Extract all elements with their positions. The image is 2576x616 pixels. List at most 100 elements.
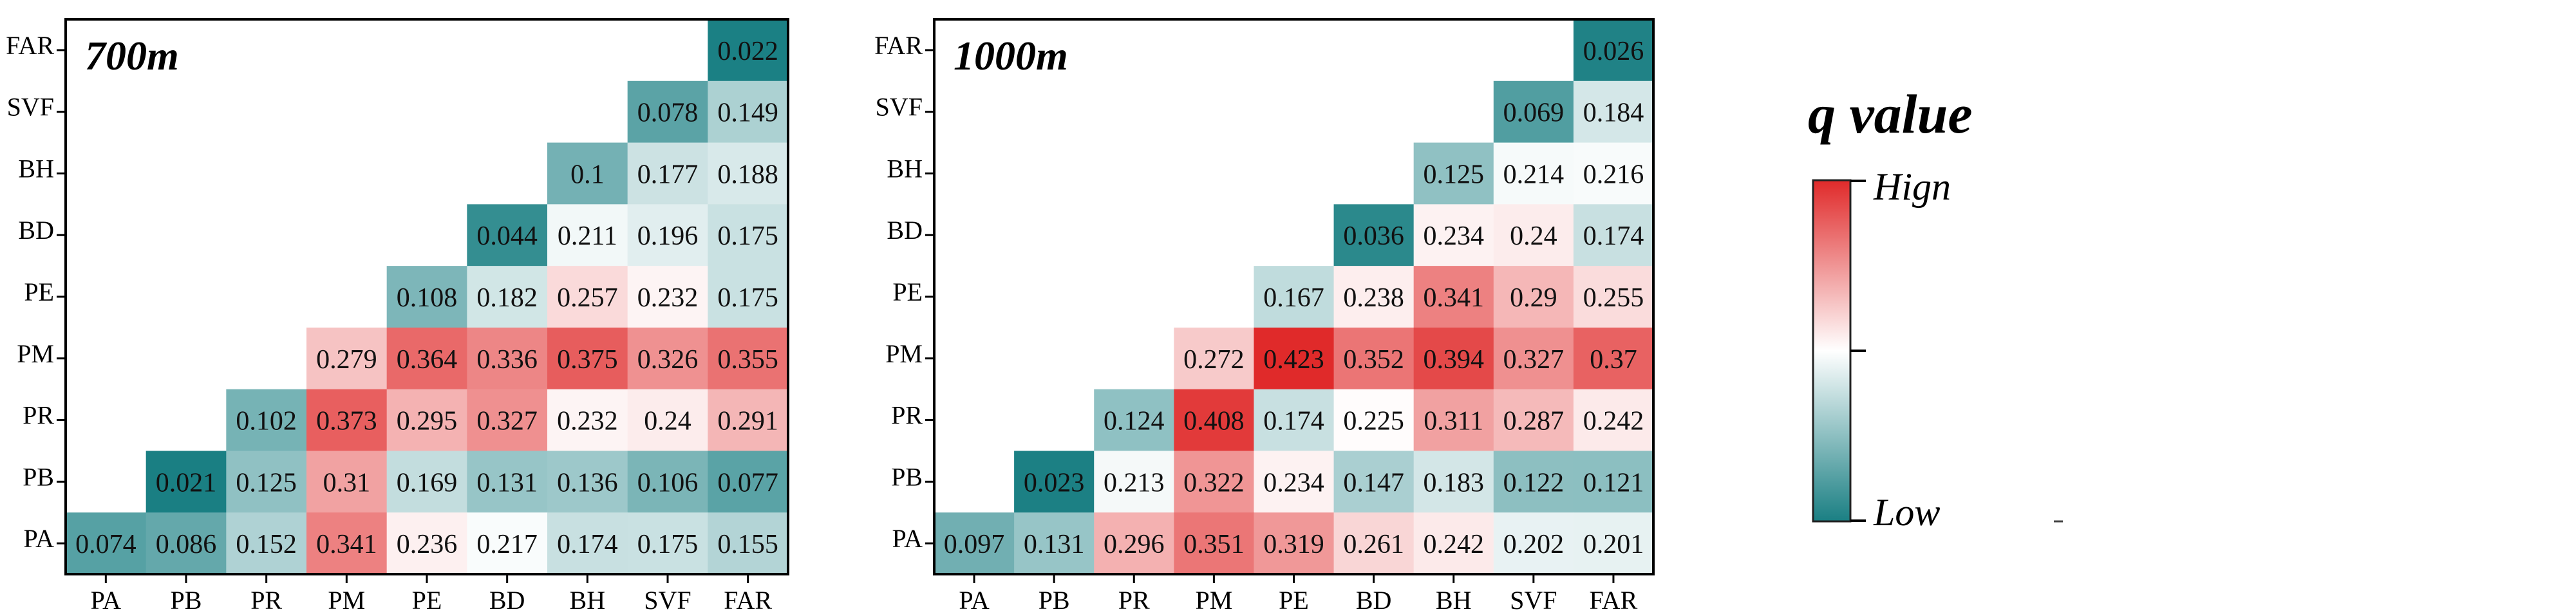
heatmap-cell	[1573, 204, 1654, 266]
x-tick-label: SVF	[644, 586, 691, 615]
cell-value-label: 0.287	[1503, 407, 1565, 436]
cell-value-label: 0.242	[1423, 530, 1484, 559]
cell-value-label: 0.217	[476, 530, 538, 559]
heatmap-panel-700m: 0.022 0.078 0.149 0.1 0.177 0.188 0.044 0.211 0.…	[6, 18, 789, 615]
heatmap-cell	[306, 327, 388, 390]
panel-title: 700m	[85, 33, 179, 79]
cell-value-label: 0.394	[1423, 345, 1484, 375]
heatmap-cell	[1573, 327, 1654, 390]
cell-value-label: 0.122	[1503, 468, 1565, 498]
cell-value-label: 0.182	[476, 283, 538, 313]
heatmap-panel-1000m: 0.026 0.069 0.184 0.125 0.214 0.216 0.036 0.234…	[874, 18, 1655, 615]
heatmap-cell	[1573, 451, 1654, 513]
cell-value-label: 0.234	[1263, 468, 1324, 498]
cell-value-label: 0.149	[717, 98, 778, 128]
x-tick-label: PM	[328, 586, 365, 615]
heatmap-cell	[708, 19, 789, 82]
cell-value-label: 0.201	[1583, 530, 1644, 559]
cell-value-label: 0.255	[1583, 283, 1644, 313]
heatmap-cell	[934, 512, 1015, 575]
cell-value-label: 0.296	[1104, 530, 1165, 559]
heatmap-cell	[1493, 451, 1574, 513]
y-tick-label: PM	[17, 339, 54, 368]
heatmap-cell	[1254, 327, 1335, 390]
heatmap-cell	[467, 266, 548, 328]
x-tick-label: BH	[1436, 586, 1472, 615]
cell-value-label: 0.355	[717, 345, 778, 375]
heatmap-cell	[467, 204, 548, 266]
heatmap-cell	[226, 389, 307, 451]
cell-value-label: 0.125	[236, 468, 297, 498]
cell-value-label: 0.023	[1024, 468, 1085, 498]
cell-value-label: 0.021	[156, 468, 217, 498]
heatmap-cell	[627, 204, 708, 266]
heatmap-cell	[1254, 266, 1335, 328]
cell-value-label: 0.232	[557, 407, 618, 436]
cell-value-label: 0.311	[1424, 407, 1483, 436]
heatmap-cell	[708, 142, 789, 205]
cell-value-label: 0.106	[637, 468, 699, 498]
heatmap-cell	[1254, 389, 1335, 451]
y-tick-label: PE	[892, 277, 923, 306]
cell-value-label: 0.373	[316, 407, 377, 436]
heatmap-cell	[627, 142, 708, 205]
cell-value-label: 0.174	[1263, 407, 1324, 436]
heatmap-cell	[1333, 204, 1415, 266]
cell-value-label: 0.341	[316, 530, 377, 559]
heatmap-cell	[708, 512, 789, 575]
cell-value-label: 0.124	[1104, 407, 1165, 436]
panel-title: 1000m	[954, 33, 1068, 79]
cell-value-label: 0.238	[1343, 283, 1404, 313]
heatmap-cell	[627, 266, 708, 328]
cell-value-label: 0.069	[1503, 98, 1565, 128]
heatmap-cell	[1493, 266, 1574, 328]
cell-value-label: 0.364	[397, 345, 458, 375]
y-tick-label: BD	[887, 216, 923, 245]
heatmap-cell	[627, 451, 708, 513]
heatmap-cell	[1333, 327, 1415, 390]
cell-value-label: 0.074	[75, 530, 136, 559]
cell-value-label: 0.319	[1263, 530, 1324, 559]
x-tick-label: BD	[489, 586, 525, 615]
heatmap-cell	[627, 80, 708, 144]
cell-value-label: 0.026	[1583, 37, 1644, 66]
heatmap-cell	[547, 266, 628, 328]
cell-value-label: 0.202	[1503, 530, 1565, 559]
heatmap-cell	[1413, 389, 1494, 451]
heatmap-cell	[467, 389, 548, 451]
heatmap-cell	[1014, 451, 1095, 513]
cell-value-label: 0.234	[1423, 221, 1484, 251]
heatmap-cell	[1174, 451, 1254, 513]
cell-value-label: 0.24	[644, 407, 691, 436]
heatmap-cell	[1493, 204, 1574, 266]
heatmap-cell	[708, 266, 789, 328]
cell-value-label: 0.408	[1183, 407, 1245, 436]
colorbar	[1812, 179, 1852, 523]
heatmap-cell	[146, 512, 227, 575]
heatmap-cell	[1333, 451, 1415, 513]
cell-value-label: 0.184	[1583, 98, 1644, 128]
y-tick-label: PR	[23, 401, 54, 430]
y-tick-label: PA	[892, 524, 923, 553]
y-tick-label: PE	[24, 277, 54, 306]
x-tick-label: PE	[412, 586, 442, 615]
heatmap-cell	[708, 80, 789, 144]
heatmap-cell	[1413, 327, 1494, 390]
heatmap-cell	[1333, 389, 1415, 451]
heatmap-cell	[386, 327, 467, 390]
heatmap-cell	[1174, 512, 1254, 575]
x-tick-label: FAR	[724, 586, 772, 615]
heatmap-cell	[1573, 80, 1654, 144]
heatmap-cell	[226, 451, 307, 513]
heatmap-cell	[226, 512, 307, 575]
cell-value-label: 0.225	[1343, 407, 1404, 436]
y-tick-label: BH	[18, 154, 54, 183]
heatmap-cell	[1493, 512, 1574, 575]
cell-value-label: 0.097	[944, 530, 1005, 559]
cell-value-label: 0.175	[717, 283, 778, 313]
cell-value-label: 0.152	[236, 530, 297, 559]
y-tick-label: BH	[887, 154, 923, 183]
heatmap-cell	[1094, 512, 1174, 575]
heatmap-cell	[1094, 451, 1174, 513]
heatmap-cell	[1413, 266, 1494, 328]
